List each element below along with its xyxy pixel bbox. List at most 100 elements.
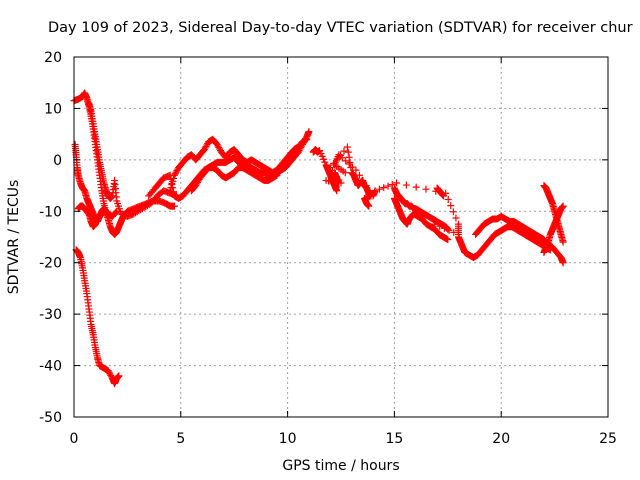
data-point xyxy=(214,142,222,150)
data-point xyxy=(440,224,448,232)
data-point xyxy=(171,170,179,178)
data-point xyxy=(167,184,175,192)
data-point xyxy=(170,188,178,196)
data-point xyxy=(193,178,201,186)
data-series xyxy=(331,151,462,238)
data-point xyxy=(112,208,120,216)
data-point xyxy=(194,177,202,185)
data-point xyxy=(447,202,455,210)
data-point xyxy=(559,259,567,267)
data-point xyxy=(170,202,178,210)
chart-title: Day 109 of 2023, Sidereal Day-to-day VTE… xyxy=(48,20,633,36)
data-point xyxy=(444,195,452,203)
data-point xyxy=(335,151,343,159)
data-point xyxy=(303,135,311,143)
data-point xyxy=(216,145,224,153)
data-point xyxy=(172,168,180,176)
data-point xyxy=(105,368,113,376)
data-point xyxy=(412,183,420,191)
y-tick-label: 0 xyxy=(53,153,62,169)
data-point xyxy=(449,208,457,216)
data-point xyxy=(326,164,334,172)
tick-marks xyxy=(73,56,609,418)
y-tick-labels: -50 -40 -30 -20 -10 0 10 20 xyxy=(39,50,62,426)
data-point xyxy=(344,148,352,156)
data-series xyxy=(540,182,567,246)
data-point xyxy=(380,184,388,192)
y-axis-label: SDTVAR / TECUs xyxy=(6,180,22,295)
data-series xyxy=(72,246,123,388)
data-point xyxy=(166,187,174,195)
data-point xyxy=(115,372,123,380)
data-point xyxy=(273,171,281,179)
data-series xyxy=(166,135,311,195)
y-tick-label: -30 xyxy=(39,307,62,323)
data-point xyxy=(362,182,370,190)
data-point xyxy=(559,238,567,246)
data-point xyxy=(104,367,112,375)
data-point xyxy=(444,225,452,233)
data-point xyxy=(442,189,450,197)
data-point xyxy=(371,187,379,195)
data-points xyxy=(70,89,567,388)
data-point xyxy=(173,167,181,175)
data-series xyxy=(74,197,178,238)
data-point xyxy=(359,176,367,184)
data-point xyxy=(305,128,313,136)
data-point xyxy=(168,181,176,189)
data-point xyxy=(345,160,353,168)
data-point xyxy=(170,174,178,182)
x-axis-label: GPS time / hours xyxy=(282,458,399,474)
data-series xyxy=(309,143,375,210)
x-tick-labels: 0 5 10 15 20 25 xyxy=(70,431,617,447)
data-point xyxy=(213,140,221,148)
x-tick-label: 25 xyxy=(599,431,617,447)
data-point xyxy=(202,142,210,150)
data-point xyxy=(170,171,178,179)
data-point xyxy=(346,158,354,166)
grid xyxy=(74,57,608,417)
data-point xyxy=(192,182,200,190)
y-tick-label: 20 xyxy=(44,50,62,66)
data-point xyxy=(200,146,208,154)
data-point xyxy=(342,157,350,165)
data-point xyxy=(106,370,114,378)
data-point xyxy=(345,153,353,161)
data-point xyxy=(169,177,177,185)
plot-frame xyxy=(73,56,609,418)
x-tick-label: 15 xyxy=(385,431,403,447)
data-point xyxy=(201,144,209,152)
data-point xyxy=(559,202,567,210)
x-tick-label: 5 xyxy=(176,431,185,447)
data-series xyxy=(390,184,452,233)
data-point xyxy=(422,185,430,193)
data-point xyxy=(365,202,373,210)
y-tick-label: -20 xyxy=(39,256,62,272)
data-point xyxy=(338,154,346,162)
data-point xyxy=(203,141,211,149)
data-point xyxy=(215,144,223,152)
data-point xyxy=(384,182,392,190)
data-point xyxy=(444,236,452,244)
data-point xyxy=(450,228,458,236)
data-point xyxy=(393,179,401,187)
x-tick-label: 0 xyxy=(70,431,79,447)
data-point xyxy=(355,171,363,179)
data-series xyxy=(540,202,567,256)
data-point xyxy=(352,166,360,174)
data-point xyxy=(343,143,351,151)
data-point xyxy=(445,226,453,234)
data-series xyxy=(390,194,452,244)
x-tick-label: 20 xyxy=(492,431,510,447)
data-point xyxy=(107,371,115,379)
data-point xyxy=(436,222,444,230)
data-point xyxy=(454,230,462,238)
x-tick-label: 10 xyxy=(279,431,297,447)
data-point xyxy=(431,220,439,228)
data-point xyxy=(388,181,396,189)
y-tick-label: -40 xyxy=(39,359,62,375)
data-point xyxy=(432,187,440,195)
data-series xyxy=(187,164,281,195)
y-tick-label: -10 xyxy=(39,204,62,220)
